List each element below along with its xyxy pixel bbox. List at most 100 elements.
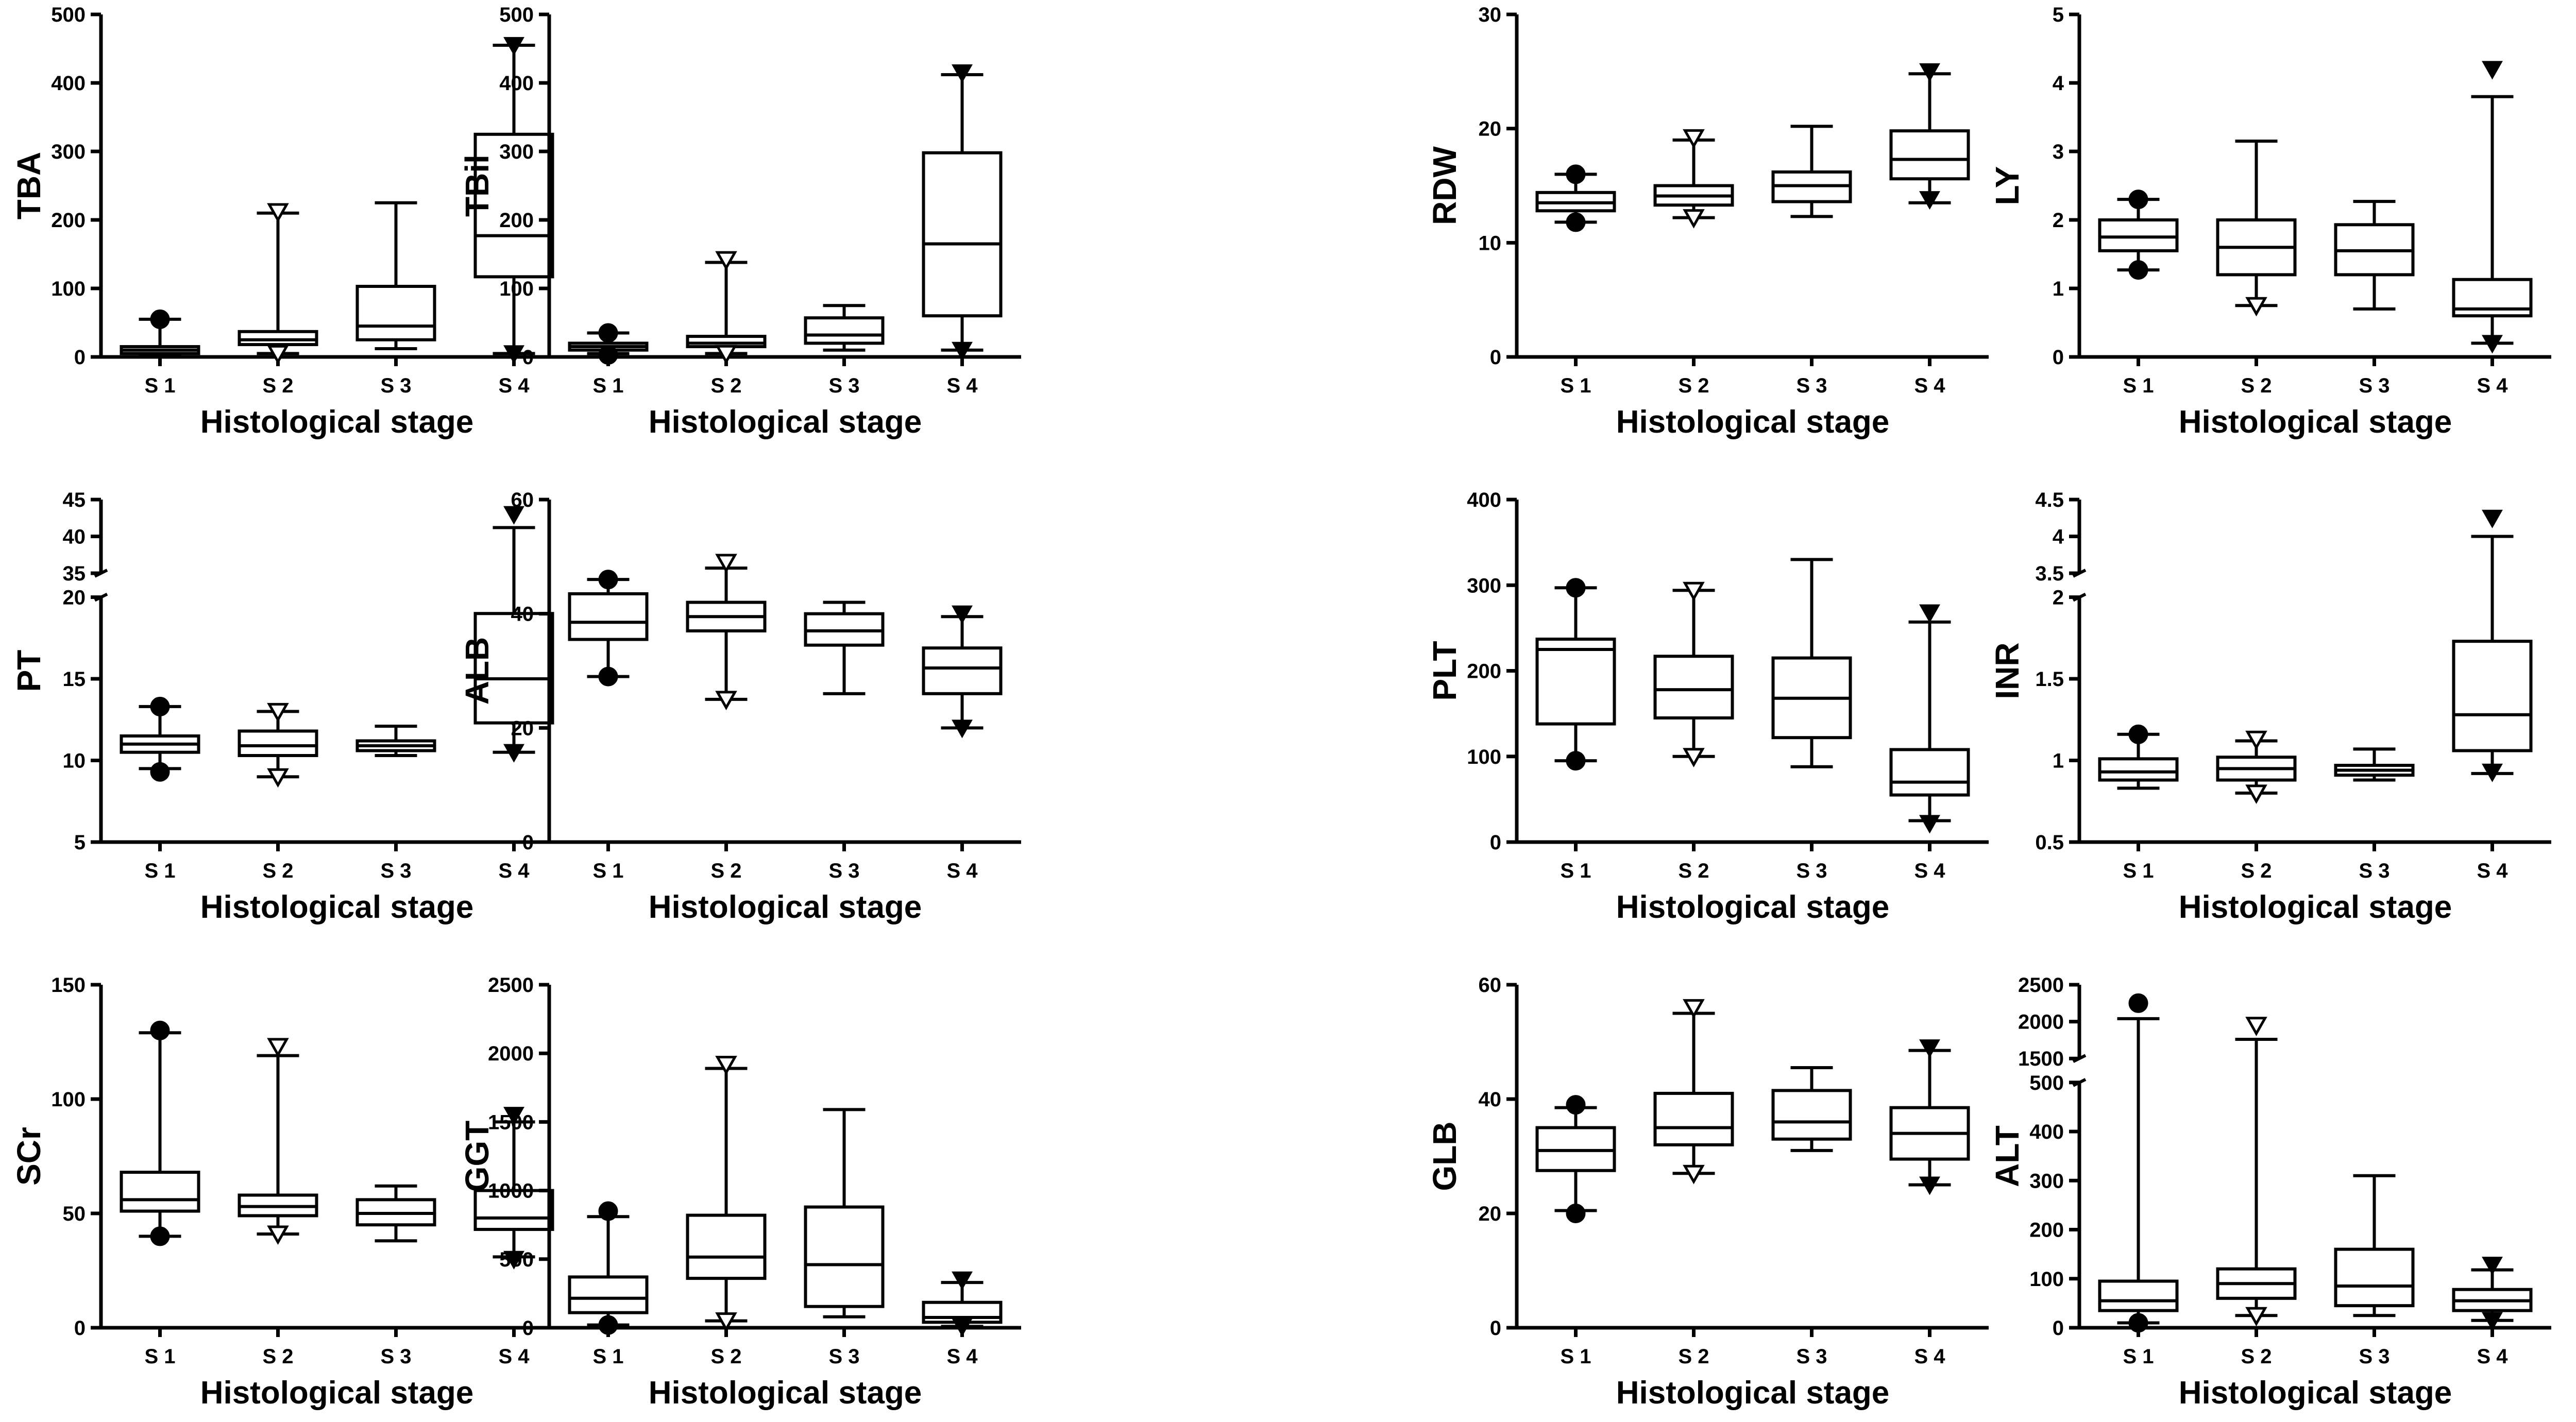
outlier-point: [598, 323, 618, 343]
y-tick-label: 10: [1479, 232, 1502, 254]
y-tick-label: 1.5: [2035, 668, 2064, 691]
x-tick-label: S 4: [498, 860, 530, 882]
outlier-point: [598, 666, 618, 687]
x-tick-label: S 4: [2477, 860, 2508, 882]
x-tick-label: S 1: [144, 860, 175, 882]
outlier-point: [715, 251, 737, 271]
y-tick-label: 2: [2053, 209, 2064, 232]
box-1: [1535, 1095, 1616, 1223]
y-tick-label: 3: [2053, 141, 2064, 163]
y-tick-label: 200: [499, 209, 534, 232]
y-tick-label: 400: [499, 72, 534, 95]
iqr-box: [568, 592, 649, 641]
outlier-point: [952, 341, 973, 361]
x-tick-label: S 4: [1914, 1345, 1945, 1368]
box-2: [686, 1056, 767, 1332]
box-4: [922, 64, 1003, 361]
y-axis-label: PT: [10, 650, 47, 692]
outlier-point: [2482, 335, 2503, 354]
y-tick-label: 0: [522, 346, 534, 369]
outlier-point: [2482, 763, 2503, 782]
outlier-point: [1566, 751, 1586, 771]
box-3: [804, 1108, 885, 1318]
box-2: [2216, 1017, 2297, 1327]
y-tick-label: 4: [2053, 525, 2064, 548]
x-tick-label: S 3: [828, 374, 859, 397]
outlier-point: [715, 691, 737, 710]
outlier-point: [2128, 724, 2148, 744]
x-tick-label: S 4: [498, 1345, 530, 1368]
y-tick-label: 50: [63, 1203, 86, 1225]
y-tick-label: 2500: [2018, 974, 2064, 997]
y-tick-label: 10: [63, 750, 86, 773]
outlier-point: [503, 506, 524, 525]
x-tick-label: S 1: [592, 1345, 623, 1368]
outlier-point: [2245, 784, 2267, 804]
y-tick-label: 0: [522, 831, 534, 854]
iqr-box: [473, 132, 554, 279]
outlier-point: [952, 605, 973, 624]
x-axis-label: Histological stage: [1616, 404, 1890, 440]
iqr-box: [922, 646, 1003, 695]
panel-ly: 0 1 2 3 4 5 LY S 1 S 2 S 3 S 4 Histological stage: [1989, 4, 2551, 440]
y-tick-label: 500: [499, 1248, 534, 1271]
box-3: [804, 304, 885, 352]
y-tick-label: 1000: [488, 1180, 534, 1203]
outlier-point: [1683, 581, 1705, 602]
y-tick-label: 40: [511, 603, 534, 626]
y-tick-label: 40: [63, 525, 86, 548]
outlier-point: [1919, 604, 1940, 623]
y-tick-label: 0: [1490, 346, 1501, 369]
box-1: [120, 1020, 200, 1246]
panel-inr: 0.5 1 1.5 23.5 4 4.5 INR S 1 S 2 S 3 S 4 Histologic…: [1989, 489, 2551, 925]
x-tick-label: S 2: [2241, 374, 2272, 397]
y-tick-label: 20: [1479, 1203, 1502, 1225]
y-tick-label: 0: [2053, 1317, 2064, 1340]
outlier-point: [1566, 578, 1586, 598]
outlier-point: [952, 719, 973, 739]
panel-scr: 0 50 100 150 SCr S 1 S 2 S 3 S 4 Histological sta…: [10, 974, 573, 1411]
outlier-point: [1683, 999, 1705, 1019]
iqr-box: [1653, 1091, 1734, 1146]
outlier-point: [2128, 260, 2148, 280]
y-tick-label: 150: [51, 974, 86, 997]
outlier-point: [1919, 815, 1940, 834]
x-tick-label: S 1: [2123, 374, 2154, 397]
outlier-point: [952, 64, 973, 83]
y-tick-label: 1500: [488, 1111, 534, 1134]
outlier-point: [1566, 1095, 1586, 1115]
x-tick-label: S 2: [710, 374, 741, 397]
iqr-box: [2098, 757, 2179, 782]
iqr-box: [804, 1205, 885, 1308]
y-tick-label: 60: [1479, 974, 1502, 997]
y-tick-label: 2: [2053, 587, 2064, 609]
outlier-point: [503, 37, 524, 56]
y-axis-label: PLT: [1426, 641, 1463, 700]
y-tick-label: 40: [1479, 1088, 1502, 1111]
x-tick-label: S 2: [262, 860, 293, 882]
x-tick-label: S 1: [592, 374, 623, 397]
box-2: [2216, 140, 2297, 317]
panel-rdw: 0 10 20 30 RDW S 1 S 2 S 3 S 4 Histological stage: [1426, 4, 1989, 440]
x-tick-label: S 1: [1560, 860, 1591, 882]
y-tick-label: 300: [1467, 574, 1501, 597]
iqr-box: [473, 1189, 554, 1231]
iqr-box: [1889, 748, 1970, 797]
y-tick-label: 100: [1467, 746, 1501, 768]
iqr-box: [1771, 1089, 1852, 1141]
box-4: [473, 506, 554, 763]
outlier-point: [150, 1226, 170, 1246]
y-tick-label: 200: [1467, 660, 1501, 683]
y-tick-label: 2000: [488, 1042, 534, 1065]
outlier-point: [715, 1312, 737, 1332]
iqr-box: [2334, 1247, 2415, 1308]
box-2: [1653, 129, 1734, 229]
y-tick-label: 100: [51, 278, 86, 300]
x-tick-label: S 4: [946, 860, 978, 882]
y-tick-label: 5: [2053, 4, 2064, 26]
x-tick-label: S 1: [144, 374, 175, 397]
x-axis-label: Histological stage: [2179, 404, 2452, 440]
outlier-point: [2128, 190, 2148, 210]
outlier-point: [2245, 1017, 2267, 1036]
